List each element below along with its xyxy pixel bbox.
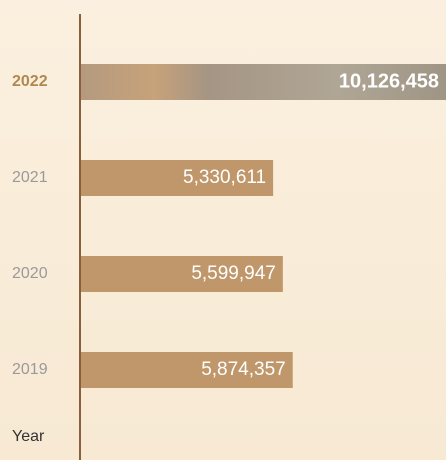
bar <box>81 64 446 100</box>
axis-label: Year <box>12 428 45 445</box>
value-label: 10,126,458 <box>339 70 439 92</box>
value-label: 5,874,357 <box>201 359 286 380</box>
value-label: 5,330,611 <box>183 167 266 188</box>
bar <box>81 352 293 388</box>
category-label: 2021 <box>12 169 48 186</box>
bar <box>81 160 274 196</box>
value-label: 5,599,947 <box>191 263 276 284</box>
bar <box>81 256 283 292</box>
category-label: 2022 <box>12 73 48 90</box>
category-label: 2019 <box>12 361 48 378</box>
category-label: 2020 <box>12 265 48 282</box>
